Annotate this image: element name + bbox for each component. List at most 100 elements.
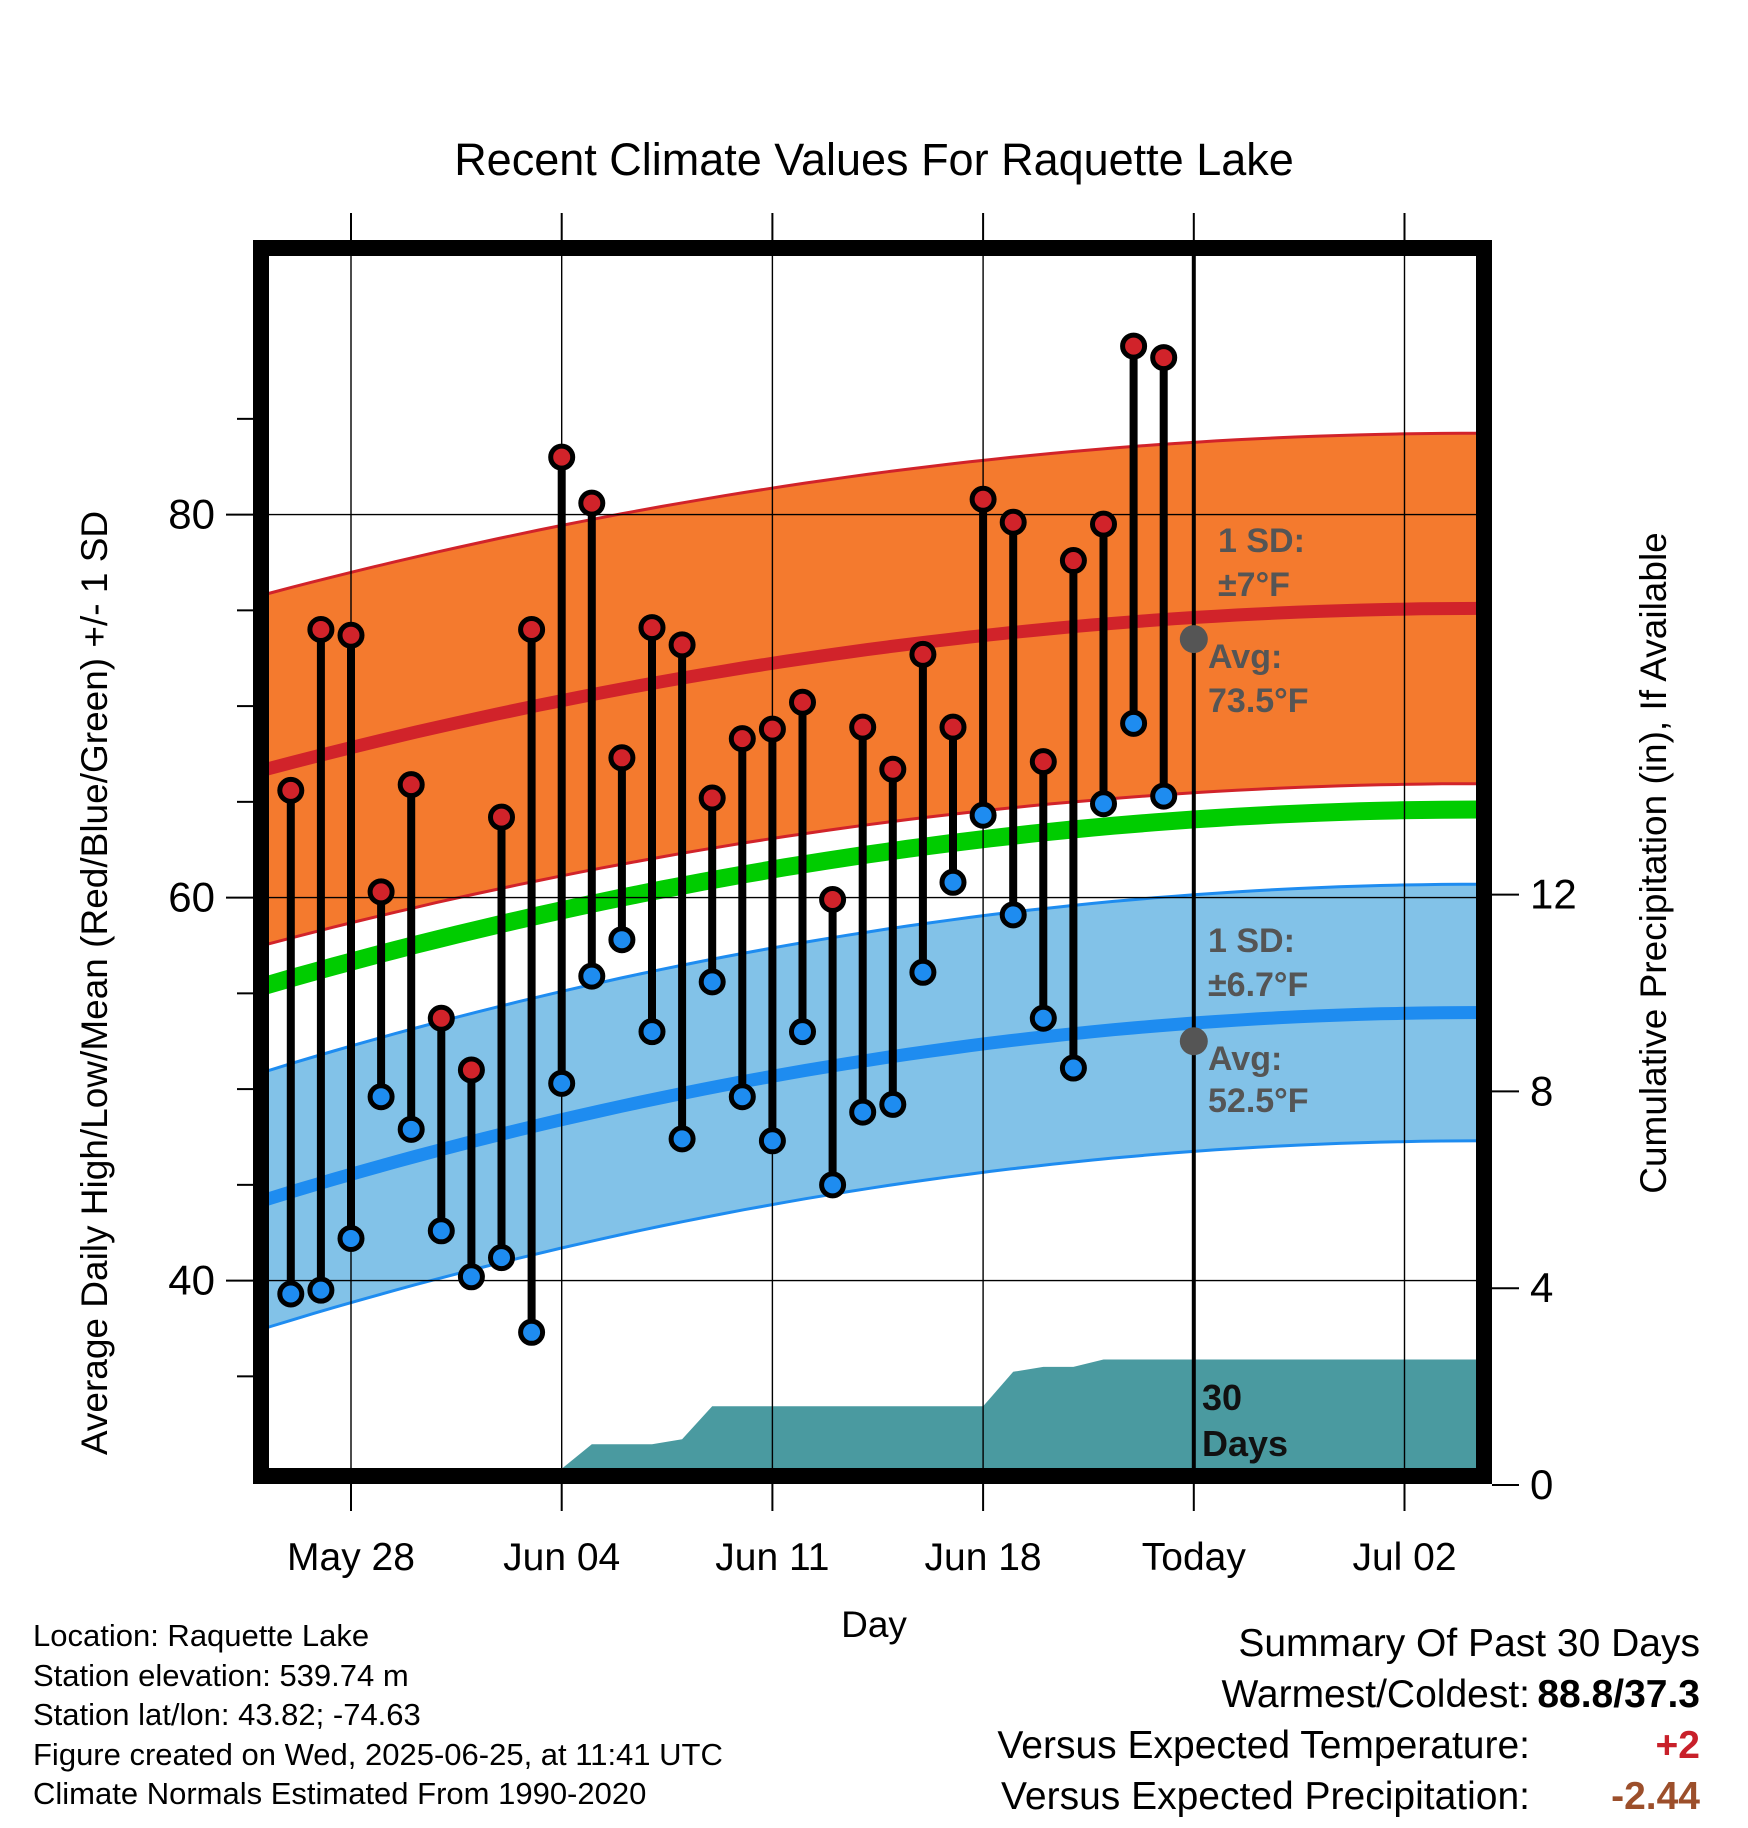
low-temp-point [548, 1069, 576, 1097]
low-sd-value: ±6.7°F [1208, 966, 1308, 1004]
low-band-upper-edge [261, 882, 1483, 1075]
warm-cold-value: 88.8/37.3 [1537, 1673, 1700, 1716]
precip-area [402, 1359, 1483, 1476]
low-temp-point [397, 1115, 425, 1143]
x-tick-label: Jun 11 [715, 1536, 829, 1579]
high-temp-point [819, 886, 847, 914]
high-temp-point [1120, 332, 1148, 360]
station-info: Location: Raquette Lake Station elevatio… [33, 1616, 723, 1814]
low-temp-point [819, 1171, 847, 1199]
low-temp-point [879, 1090, 907, 1118]
high-temp-point [728, 725, 756, 753]
low-temp-point [849, 1098, 877, 1126]
low-avg-value: 52.5°F [1208, 1082, 1309, 1120]
y-tick-label: 60 [168, 874, 215, 921]
x-tick-label: May 28 [287, 1536, 415, 1579]
summary-panel: Summary Of Past 30 Days Warmest/Coldest:… [997, 1618, 1700, 1822]
high-avg-value: 73.5°F [1208, 682, 1309, 720]
low-temp-point [307, 1276, 335, 1304]
low-temp-point [969, 801, 997, 829]
low-temp-point [1150, 782, 1178, 810]
days-count-label: 30 [1202, 1377, 1242, 1418]
low-temp-point [668, 1125, 696, 1153]
x-tick-label: Jun 04 [503, 1536, 620, 1579]
high-temp-point [999, 508, 1027, 536]
high-temp-point [548, 443, 576, 471]
low-temp-point [1120, 709, 1148, 737]
high-sd-value: ±7°F [1218, 566, 1290, 604]
y2-axis-label: Cumulative Precipitation (in), If Availa… [1633, 532, 1674, 1194]
high-temp-point [1150, 344, 1178, 372]
high-temp-point [638, 614, 666, 642]
station-elevation: Station elevation: 539.74 m [33, 1657, 409, 1693]
precip-value: -2.44 [1611, 1775, 1700, 1818]
normal-mean-line [261, 800, 1483, 997]
low-temp-point [518, 1318, 546, 1346]
x-tick-label: Today [1142, 1536, 1247, 1579]
today-low-avg-marker [1179, 1027, 1208, 1056]
low-temp-point [488, 1244, 515, 1272]
high-temp-point [909, 640, 937, 668]
climate-normals: Climate Normals Estimated From 1990-2020 [33, 1776, 647, 1811]
y-tick-label: 80 [168, 491, 215, 538]
high-avg-label: Avg: [1208, 638, 1282, 676]
low-temp-point [758, 1127, 786, 1155]
plot-area: 1 SD: ±7°F Avg: 73.5°F 1 SD: ±6.7°F Avg: 52.5°F… [168, 213, 1577, 1579]
low-temp-point [1059, 1054, 1087, 1082]
y-axis-label: Average Daily High/Low/Mean (Red/Blue/Gr… [74, 511, 115, 1455]
summary-title: Summary Of Past 30 Days [1238, 1622, 1700, 1665]
plot-inner [261, 431, 1483, 1476]
station-location: Location: Raquette Lake [33, 1618, 370, 1653]
low-temp-point [999, 901, 1027, 929]
high-temp-point [668, 631, 696, 659]
high-temp-point [457, 1056, 485, 1084]
y-tick-label: 40 [168, 1257, 215, 1304]
low-temp-point [909, 958, 937, 986]
high-temp-point [1059, 547, 1087, 575]
normal-low-line [261, 1006, 1483, 1208]
high-temp-point [939, 713, 967, 741]
high-temp-point [1090, 510, 1117, 538]
low-temp-point [337, 1224, 365, 1252]
low-temp-point [457, 1263, 485, 1291]
plot-frame [253, 240, 1492, 1484]
warm-cold-label: Warmest/Coldest: [1221, 1673, 1530, 1716]
low-temp-point [608, 926, 636, 954]
low-band-lower-edge [261, 1139, 1483, 1332]
high-temp-point [608, 744, 636, 772]
low-temp-point [939, 868, 967, 896]
chart-title: Recent Climate Values For Raquette Lake [454, 134, 1294, 185]
high-band-upper-edge [261, 431, 1483, 598]
y2-tick-label: 12 [1530, 871, 1577, 918]
figure-created: Figure created on Wed, 2025-06-25, at 11… [33, 1736, 723, 1772]
high-temp-point [488, 803, 515, 831]
low-sd-label: 1 SD: [1208, 922, 1295, 960]
low-temp-point [728, 1083, 756, 1111]
precip-label: Versus Expected Precipitation: [1001, 1775, 1530, 1818]
low-temp-point [1090, 790, 1117, 818]
temp-label: Versus Expected Temperature: [997, 1724, 1530, 1767]
low-temp-point [367, 1083, 395, 1111]
x-tick-label: Jun 18 [925, 1536, 1042, 1579]
high-temp-point [367, 878, 395, 906]
temp-value: +2 [1655, 1724, 1700, 1767]
station-latlon: Station lat/lon: 43.82; -74.63 [33, 1697, 421, 1732]
high-sd-band [261, 433, 1483, 946]
high-temp-point [1029, 748, 1057, 776]
y2-tick-label: 0 [1530, 1461, 1553, 1508]
high-temp-point [849, 713, 877, 741]
low-temp-point [277, 1280, 305, 1308]
days-word-label: Days [1202, 1423, 1288, 1464]
low-temp-point [427, 1217, 455, 1245]
normal-high-line [261, 601, 1483, 778]
high-temp-point [789, 688, 816, 716]
today-high-avg-marker [1179, 625, 1208, 654]
low-temp-point [578, 962, 606, 990]
y2-tick-label: 8 [1530, 1067, 1553, 1114]
high-temp-point [427, 1004, 455, 1032]
high-temp-point [758, 715, 786, 743]
high-temp-point [518, 616, 546, 643]
high-temp-point [307, 616, 335, 643]
high-temp-point [578, 489, 606, 517]
